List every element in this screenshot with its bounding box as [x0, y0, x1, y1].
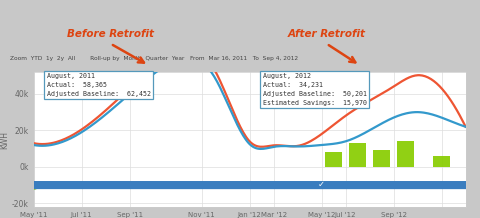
Text: Before Retrofit: Before Retrofit	[67, 29, 154, 39]
Bar	[373, 150, 390, 167]
Bar	[325, 152, 342, 167]
Text: August, 2012
Actual:  34,231
Adjusted Baseline:  50,201
Estimated Savings:  15,9: August, 2012 Actual: 34,231 Adjusted Bas…	[263, 73, 367, 106]
Bar	[349, 143, 366, 167]
Bar	[433, 156, 450, 167]
Bar	[397, 141, 414, 167]
Y-axis label: KWH: KWH	[0, 131, 9, 148]
Polygon shape	[0, 186, 480, 189]
Text: Zoom  YTD  1y  2y  All        Roll-up by  Month  Quarter  Year   From  Mar 16, 2: Zoom YTD 1y 2y All Roll-up by Month Quar…	[10, 56, 298, 61]
Circle shape	[0, 182, 480, 187]
Text: August, 2011
Actual:  58,365
Adjusted Baseline:  62,452: August, 2011 Actual: 58,365 Adjusted Bas…	[47, 73, 151, 97]
Text: After Retrofit: After Retrofit	[288, 29, 365, 39]
Text: ✓: ✓	[318, 180, 325, 189]
